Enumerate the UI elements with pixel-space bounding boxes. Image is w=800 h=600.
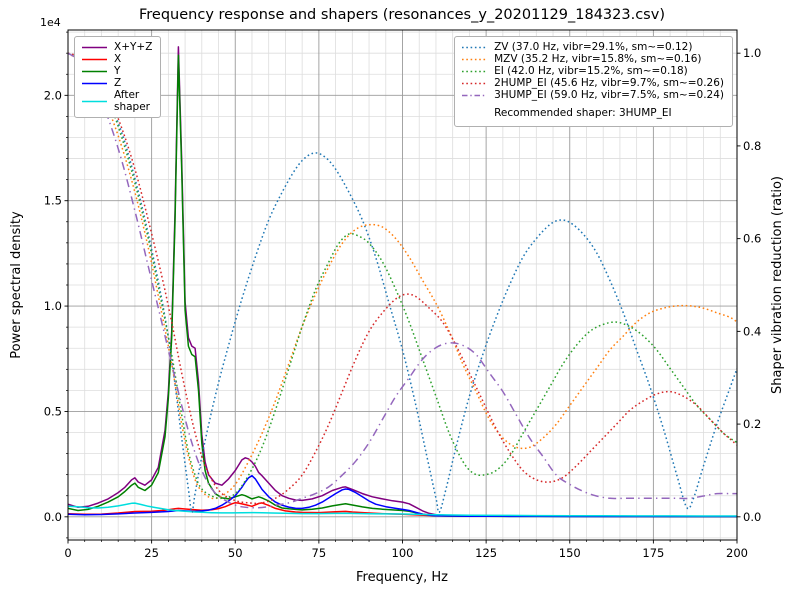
series-layer (68, 46, 737, 518)
y-right-tick-label: 0.0 (743, 510, 761, 524)
legend-line-sample-shaper_3hump_ei (462, 94, 488, 97)
legend-label: X (114, 53, 122, 66)
axis-layer: 0 25 50 75 100 125 150 175 200 0.0 0.5 1.0 1.5 2.0 0.0… (44, 29, 761, 560)
legend-entry-psd_after: After shaper (81, 89, 152, 113)
y-right-tick-label: 0.4 (743, 324, 761, 338)
legend-line-sample-psd_z (82, 82, 107, 85)
legend-entry-psd_y: Y (81, 65, 152, 77)
curve-shaper_zv (68, 52, 737, 514)
legend-entry-psd_x: X (81, 53, 152, 65)
legend-label: 2HUMP_EI (45.6 Hz, vibr=9.7%, sm~=0.26) (494, 77, 724, 90)
x-tick-label: 50 (228, 546, 243, 560)
y-left-tick-label: 0.5 (44, 404, 62, 418)
y-axis-offset-label: 1e4 (40, 16, 61, 29)
legend-label: X+Y+Z (114, 41, 153, 53)
y-left-tick-label: 1.0 (44, 299, 62, 313)
legend-line-sample-psd_after (82, 100, 107, 103)
legend-line-sample-psd_y (82, 70, 107, 72)
y-right-tick-label: 1.0 (743, 46, 761, 60)
y-left-tick-label: 0.0 (44, 510, 62, 524)
x-tick-label: 125 (475, 546, 497, 560)
curve-shaper_2hump_ei (68, 52, 737, 505)
y-right-tick-label: 0.8 (743, 139, 761, 153)
legend-label: 3HUMP_EI (59.0 Hz, vibr=7.5%, sm~=0.24) (494, 89, 724, 102)
legend-line-sample-psd_x (82, 58, 107, 60)
y-right-tick-label: 0.2 (743, 417, 761, 431)
recommended-shaper-label: Recommended shaper: 3HUMP_EI (494, 107, 672, 120)
legend-entry-shaper_zv: ZV (37.0 Hz, vibr=29.1%, sm~=0.12) (461, 41, 724, 53)
chart-title: Frequency response and shapers (resonanc… (139, 7, 665, 23)
x-tick-label: 175 (642, 546, 664, 560)
legend-line-sample-shaper_2hump_ei (462, 82, 488, 85)
legend-line-sample-psd_xyz (82, 46, 107, 48)
curve-shaper_ei (68, 52, 737, 500)
legend-entry-psd_xyz: X+Y+Z (81, 41, 152, 53)
x-tick-label: 75 (312, 546, 327, 560)
y-right-tick-label: 0.6 (743, 232, 761, 246)
legend-label: MZV (35.2 Hz, vibr=15.8%, sm~=0.16) (494, 53, 702, 66)
x-tick-label: 100 (392, 546, 414, 560)
legend-line-sample-shaper_mzv (462, 58, 488, 60)
legend-label: EI (42.0 Hz, vibr=15.2%, sm~=0.18) (494, 65, 688, 78)
y-axis-label-right: Shaper vibration reduction (ratio) (770, 176, 785, 394)
x-tick-label: 0 (64, 546, 71, 560)
legend-entry-shaper_2hump_ei: 2HUMP_EI (45.6 Hz, vibr=9.7%, sm~=0.26) (461, 77, 724, 89)
legend-shapers: ZV (37.0 Hz, vibr=29.1%, sm~=0.12) MZV (3… (454, 36, 733, 128)
x-axis-label: Frequency, Hz (356, 570, 448, 585)
legend-entry-shaper_ei: EI (42.0 Hz, vibr=15.2%, sm~=0.18) (461, 65, 724, 77)
curve-psd_after (68, 502, 737, 517)
legend-entry-psd_z: Z (81, 77, 152, 89)
legend-label: Y (114, 65, 121, 78)
legend-label: ZV (37.0 Hz, vibr=29.1%, sm~=0.12) (494, 41, 693, 53)
legend-line-sample-shaper_zv (462, 46, 488, 48)
y-left-tick-label: 1.5 (44, 194, 62, 208)
x-tick-label: 25 (144, 546, 159, 560)
x-tick-label: 150 (559, 546, 581, 560)
curve-shaper_3hump_ei (68, 52, 737, 509)
y-left-tick-label: 2.0 (44, 88, 62, 102)
legend-entry-shaper_3hump_ei: 3HUMP_EI (59.0 Hz, vibr=7.5%, sm~=0.24) (461, 89, 724, 101)
legend-entry-shaper_mzv: MZV (35.2 Hz, vibr=15.8%, sm~=0.16) (461, 53, 724, 65)
legend-label: Z (114, 77, 122, 90)
y-axis-label-left: Power spectral density (9, 211, 24, 359)
legend-label: After shaper (114, 89, 151, 114)
legend-line-sample-shaper_ei (462, 70, 488, 72)
x-tick-label: 200 (726, 546, 748, 560)
legend-psd: X+Y+Z X Y Z After shaper (74, 36, 162, 119)
